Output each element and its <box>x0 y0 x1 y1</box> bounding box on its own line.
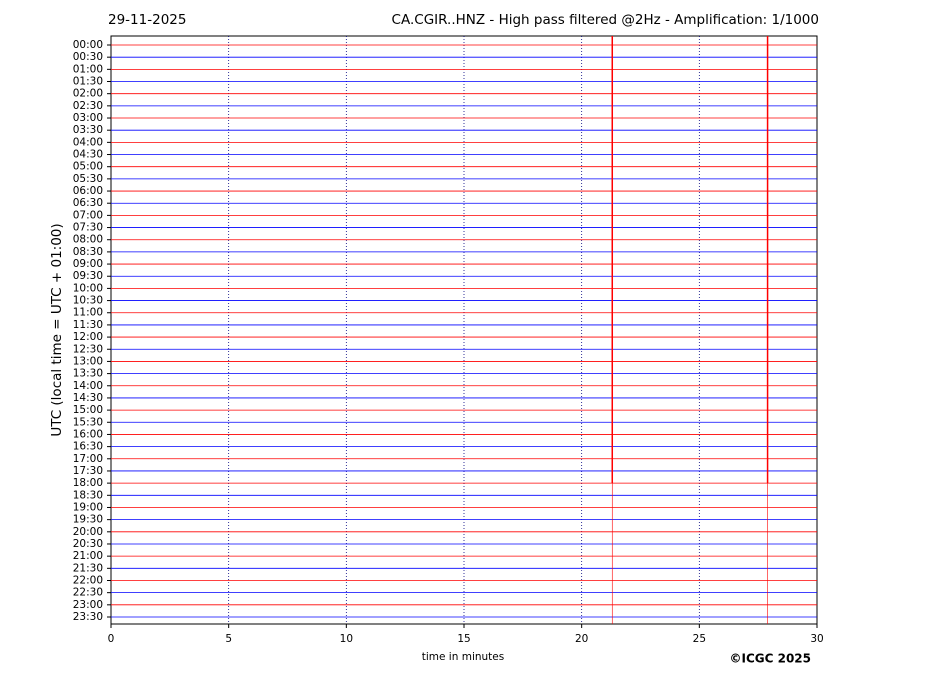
x-tick-label: 30 <box>810 633 823 645</box>
y-tick-label: 03:00 <box>73 112 103 124</box>
y-tick-label: 22:00 <box>73 574 103 586</box>
y-tick-label: 13:00 <box>73 355 103 367</box>
y-tick-label: 00:00 <box>73 39 103 51</box>
x-tick-label: 15 <box>457 633 470 645</box>
y-tick-label: 05:30 <box>73 173 103 185</box>
y-tick-label: 09:00 <box>73 258 103 270</box>
y-tick-label: 20:30 <box>73 538 103 550</box>
y-tick-label: 04:30 <box>73 149 103 161</box>
x-tick-label: 5 <box>225 633 232 645</box>
y-tick-label: 05:00 <box>73 161 103 173</box>
y-tick-label: 02:30 <box>73 100 103 112</box>
y-tick-label: 17:00 <box>73 453 103 465</box>
y-tick-label: 14:30 <box>73 392 103 404</box>
y-tick-label: 14:00 <box>73 380 103 392</box>
y-tick-label: 04:00 <box>73 136 103 148</box>
y-tick-label: 18:00 <box>73 477 103 489</box>
y-tick-label: 19:00 <box>73 501 103 513</box>
x-tick-label: 20 <box>575 633 588 645</box>
y-tick-label: 12:30 <box>73 343 103 355</box>
y-tick-label: 16:30 <box>73 441 103 453</box>
y-tick-label: 15:30 <box>73 416 103 428</box>
y-tick-label: 15:00 <box>73 404 103 416</box>
x-tick-label: 10 <box>340 633 353 645</box>
y-tick-label: 11:00 <box>73 307 103 319</box>
y-tick-label: 08:00 <box>73 234 103 246</box>
x-tick-label: 0 <box>108 633 115 645</box>
y-tick-label: 18:30 <box>73 489 103 501</box>
x-axis-label: time in minutes <box>422 651 504 663</box>
y-tick-label: 07:00 <box>73 209 103 221</box>
y-tick-label: 20:00 <box>73 526 103 538</box>
x-tick-label: 25 <box>693 633 706 645</box>
y-tick-label: 10:30 <box>73 295 103 307</box>
y-tick-label: 13:30 <box>73 368 103 380</box>
y-tick-label: 06:00 <box>73 185 103 197</box>
y-tick-label: 22:30 <box>73 587 103 599</box>
chart-title: CA.CGIR..HNZ - High pass filtered @2Hz -… <box>392 12 819 28</box>
y-tick-label: 01:00 <box>73 63 103 75</box>
y-tick-label: 03:30 <box>73 124 103 136</box>
y-tick-label: 21:30 <box>73 562 103 574</box>
y-tick-label: 00:30 <box>73 51 103 63</box>
y-tick-label: 10:00 <box>73 282 103 294</box>
y-tick-label: 17:30 <box>73 465 103 477</box>
y-tick-label: 19:30 <box>73 514 103 526</box>
y-tick-label: 12:00 <box>73 331 103 343</box>
copyright: ©ICGC 2025 <box>729 652 811 666</box>
y-tick-label: 08:30 <box>73 246 103 258</box>
y-tick-label: 02:00 <box>73 88 103 100</box>
y-tick-label: 09:30 <box>73 270 103 282</box>
y-axis-label: UTC (local time = UTC + 01:00) <box>49 223 65 436</box>
chart-date: 29-11-2025 <box>108 12 186 28</box>
y-tick-label: 21:00 <box>73 550 103 562</box>
y-tick-label: 23:30 <box>73 611 103 623</box>
y-tick-label: 11:30 <box>73 319 103 331</box>
y-tick-label: 23:00 <box>73 599 103 611</box>
y-tick-label: 06:30 <box>73 197 103 209</box>
y-tick-label: 07:30 <box>73 222 103 234</box>
y-tick-label: 16:00 <box>73 428 103 440</box>
y-tick-label: 01:30 <box>73 76 103 88</box>
